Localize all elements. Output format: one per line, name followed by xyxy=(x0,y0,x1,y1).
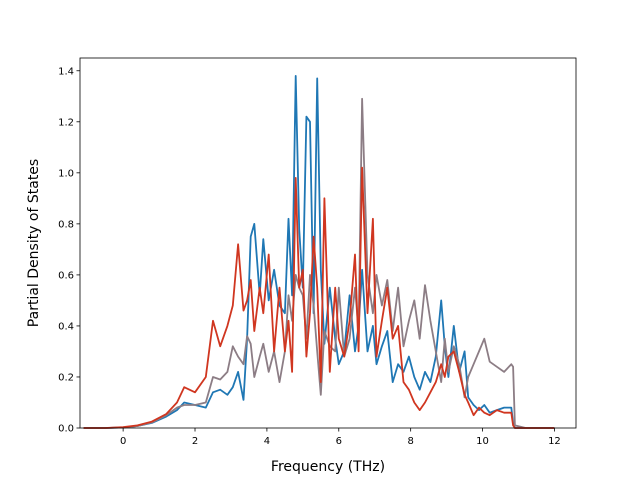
y-tick-label: 0.6 xyxy=(58,270,74,281)
y-axis-ticks: 0.0 0.2 0.4 0.6 0.8 1.0 1.2 1.4 xyxy=(58,66,80,435)
y-tick-label: 0.8 xyxy=(58,219,74,230)
series-line-1 xyxy=(83,75,555,429)
x-axis-ticks: 0 2 4 6 8 10 12 xyxy=(120,428,561,447)
y-tick-label: 0.4 xyxy=(58,321,74,332)
x-tick-label: 8 xyxy=(407,436,413,447)
y-tick-label: 1.0 xyxy=(58,168,74,179)
x-tick-label: 10 xyxy=(476,436,489,447)
x-tick-label: 2 xyxy=(192,436,198,447)
y-tick-label: 1.4 xyxy=(58,66,74,77)
x-tick-label: 4 xyxy=(264,436,270,447)
y-tick-label: 0.0 xyxy=(58,424,74,435)
x-tick-label: 0 xyxy=(120,436,126,447)
plot-area xyxy=(80,58,576,428)
x-axis-label: Frequency (THz) xyxy=(271,459,385,475)
y-tick-label: 0.2 xyxy=(58,372,74,383)
series-line-3 xyxy=(83,166,555,429)
y-axis-label: Partial Density of States xyxy=(26,159,42,327)
x-tick-label: 6 xyxy=(336,436,342,447)
x-tick-label: 12 xyxy=(548,436,561,447)
series-layer xyxy=(83,75,555,429)
plot-frame xyxy=(79,57,577,429)
y-tick-label: 1.2 xyxy=(58,117,74,128)
